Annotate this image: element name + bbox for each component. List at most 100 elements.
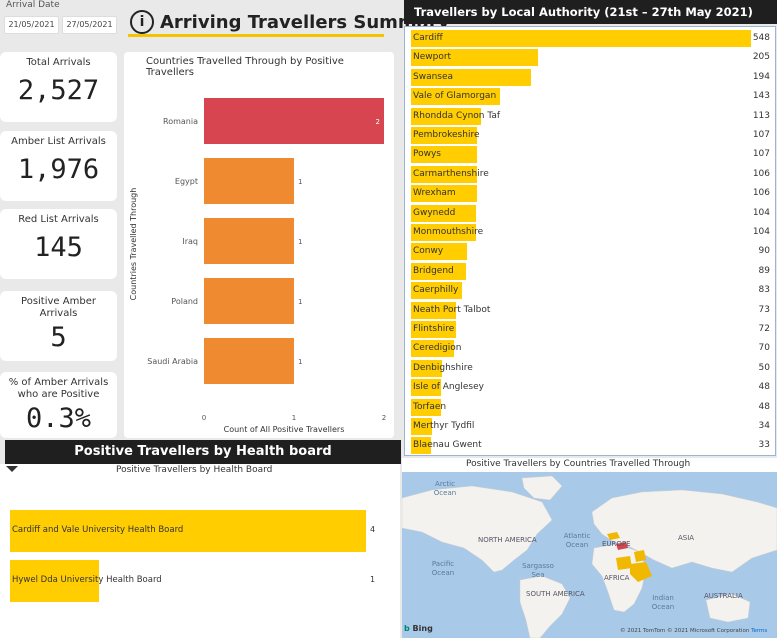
health-board-label: Cardiff and Vale University Health Board <box>12 525 184 535</box>
south-america-land <box>519 575 571 638</box>
poland-highlight[interactable] <box>607 532 620 540</box>
local-authority-label: Merthyr Tydfil <box>413 421 475 431</box>
kpi-label: Amber List Arrivals <box>11 136 106 147</box>
country-tick-label: Saudi Arabia <box>147 357 198 366</box>
local-authority-bar[interactable] <box>411 359 443 377</box>
local-authority-value: 72 <box>758 324 770 334</box>
local-authority-label: Newport <box>413 52 452 63</box>
country-data-label: 1 <box>298 358 302 366</box>
local-authority-bar[interactable] <box>411 204 476 222</box>
countries-x-tick: 0 <box>202 414 206 422</box>
local-authority-label: Rhondda Cynon Taf <box>413 110 501 121</box>
kpi-card-amber-arrivals: Amber List Arrivals 1,976 <box>0 131 117 201</box>
map-label-pacific: Pacific Ocean <box>431 560 455 577</box>
bing-icon: b <box>404 624 410 633</box>
local-authority-label: Ceredigion <box>413 343 462 354</box>
local-authority-bar[interactable] <box>411 340 455 358</box>
health-board-chart: Positive Travellers by Health Board Card… <box>0 464 400 638</box>
country-bar[interactable] <box>204 98 384 144</box>
country-bar[interactable] <box>204 338 294 384</box>
bing-brand: Bing <box>412 624 433 633</box>
africa-land <box>591 543 647 613</box>
local-authority-value: 205 <box>752 52 770 63</box>
bing-logo: b Bing <box>404 624 433 633</box>
egypt-highlight[interactable] <box>616 556 632 570</box>
kpi-label: Total Arrivals <box>26 57 91 68</box>
local-authority-bar[interactable] <box>411 146 478 164</box>
local-authority-bar[interactable] <box>411 262 467 280</box>
country-bar[interactable] <box>204 218 294 264</box>
local-authority-title: Travellers by Local Authority (21st – 27… <box>414 5 753 19</box>
country-bar[interactable] <box>204 158 294 204</box>
country-data-label: 2 <box>376 118 380 126</box>
health-board-bar[interactable] <box>10 560 99 602</box>
local-authority-label: Caerphilly <box>413 285 459 296</box>
info-icon[interactable]: i <box>130 10 154 34</box>
local-authority-label: Denbighshire <box>413 362 473 373</box>
page-title: Arriving Travellers Summary <box>160 12 450 33</box>
local-authority-bar[interactable] <box>411 301 457 319</box>
local-authority-value: 104 <box>752 227 770 237</box>
kpi-card-red-arrivals: Red List Arrivals 145 <box>0 209 117 279</box>
map-panel: Positive Travellers by Countries Travell… <box>402 458 777 638</box>
kpi-value: 145 <box>34 232 83 263</box>
romania-highlight[interactable] <box>616 542 628 550</box>
local-authority-value: 107 <box>752 149 770 160</box>
local-authority-value: 107 <box>752 130 770 140</box>
map-label-sargasso: Sargasso Sea <box>522 562 554 579</box>
local-authority-bar[interactable] <box>411 107 482 125</box>
local-authority-bar[interactable] <box>411 282 463 300</box>
map-label-europe: EUROPE <box>602 540 631 548</box>
local-authority-bar[interactable] <box>411 68 532 86</box>
arrival-date-label: Arrival Date <box>6 0 60 10</box>
health-board-bar[interactable] <box>10 510 366 552</box>
map-terms-link[interactable]: Terms <box>751 628 768 634</box>
health-board-value: 1 <box>370 575 376 584</box>
health-board-banner: Positive Travellers by Health board <box>5 440 401 464</box>
country-data-label: 1 <box>298 298 302 306</box>
local-authority-value: 90 <box>758 246 770 257</box>
local-authority-label: Carmarthenshire <box>413 168 489 179</box>
countries-x-tick: 1 <box>292 414 296 422</box>
kpi-card-percent-positive: % of Amber Arrivals who are Positive 0.3… <box>0 372 117 438</box>
health-board-chart-title: Positive Travellers by Health Board <box>116 465 273 475</box>
local-authority-bar[interactable] <box>411 49 539 67</box>
kpi-value: 1,976 <box>17 154 100 185</box>
local-authority-bar[interactable] <box>411 127 478 144</box>
local-authority-value: 34 <box>758 421 770 431</box>
local-authority-label: Bridgend <box>413 265 454 276</box>
eurasia-land <box>591 489 777 573</box>
country-bar[interactable] <box>204 278 294 324</box>
kpi-value: 2,527 <box>17 75 100 106</box>
local-authority-bar[interactable] <box>411 88 500 106</box>
world-map-svg <box>402 472 777 638</box>
local-authority-bar[interactable] <box>411 30 751 47</box>
title-underline <box>128 34 384 37</box>
local-authority-bar[interactable] <box>411 398 441 416</box>
local-authority-label: Cardiff <box>413 33 443 43</box>
local-authority-bar[interactable] <box>411 379 441 397</box>
iraq-highlight[interactable] <box>634 550 646 562</box>
countries-chart-title: Countries Travelled Through by Positive … <box>146 56 344 78</box>
local-authority-bar[interactable] <box>411 321 456 338</box>
collapse-chevron-icon[interactable] <box>6 466 18 472</box>
local-authority-value: 143 <box>752 91 770 102</box>
local-authority-bar[interactable] <box>411 418 433 435</box>
country-data-label: 1 <box>298 178 302 186</box>
health-board-label: Hywel Dda University Health Board <box>12 575 162 585</box>
saudi-arabia-highlight[interactable] <box>630 562 652 582</box>
world-map[interactable]: Arctic Ocean NORTH AMERICA EUROPE ASIA P… <box>402 472 777 638</box>
end-date-input[interactable]: 27/05/2021 <box>62 16 117 34</box>
local-authority-banner: Travellers by Local Authority (21st – 27… <box>404 0 777 24</box>
local-authority-bar[interactable] <box>411 437 432 455</box>
kpi-value: 5 <box>50 322 67 353</box>
local-authority-value: 106 <box>752 188 770 199</box>
local-authority-bar[interactable] <box>411 185 477 203</box>
local-authority-bar[interactable] <box>411 224 476 241</box>
local-authority-bar[interactable] <box>411 243 467 261</box>
map-label-australia: AUSTRALIA <box>704 592 743 600</box>
start-date-input[interactable]: 21/05/2021 <box>4 16 59 34</box>
local-authority-chart: Cardiff 548 Newport 205 Swansea 194 Vale of Gl… <box>404 26 776 456</box>
local-authority-bar[interactable] <box>411 165 477 183</box>
countries-x-tick: 2 <box>382 414 386 422</box>
